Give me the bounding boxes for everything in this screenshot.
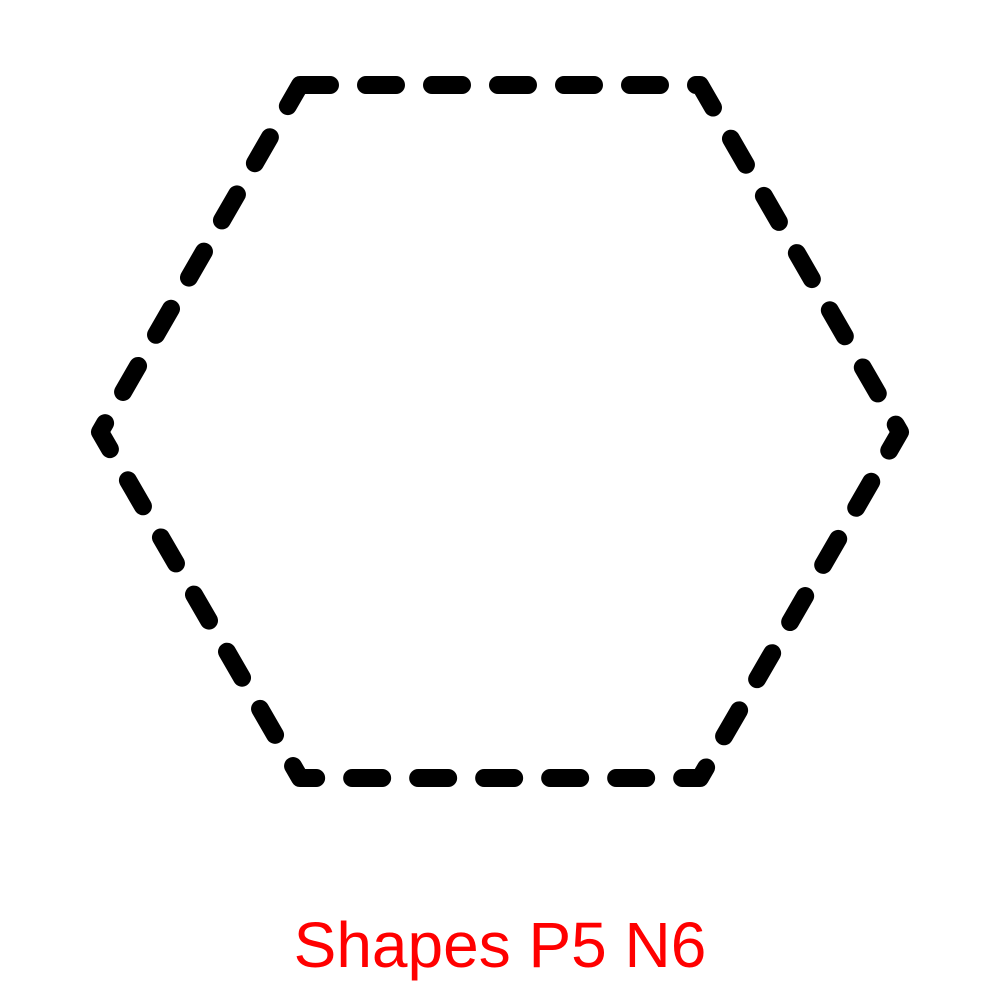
dashed-hexagon (91, 76, 909, 787)
shape-caption: Shapes P5 N6 (293, 909, 707, 981)
